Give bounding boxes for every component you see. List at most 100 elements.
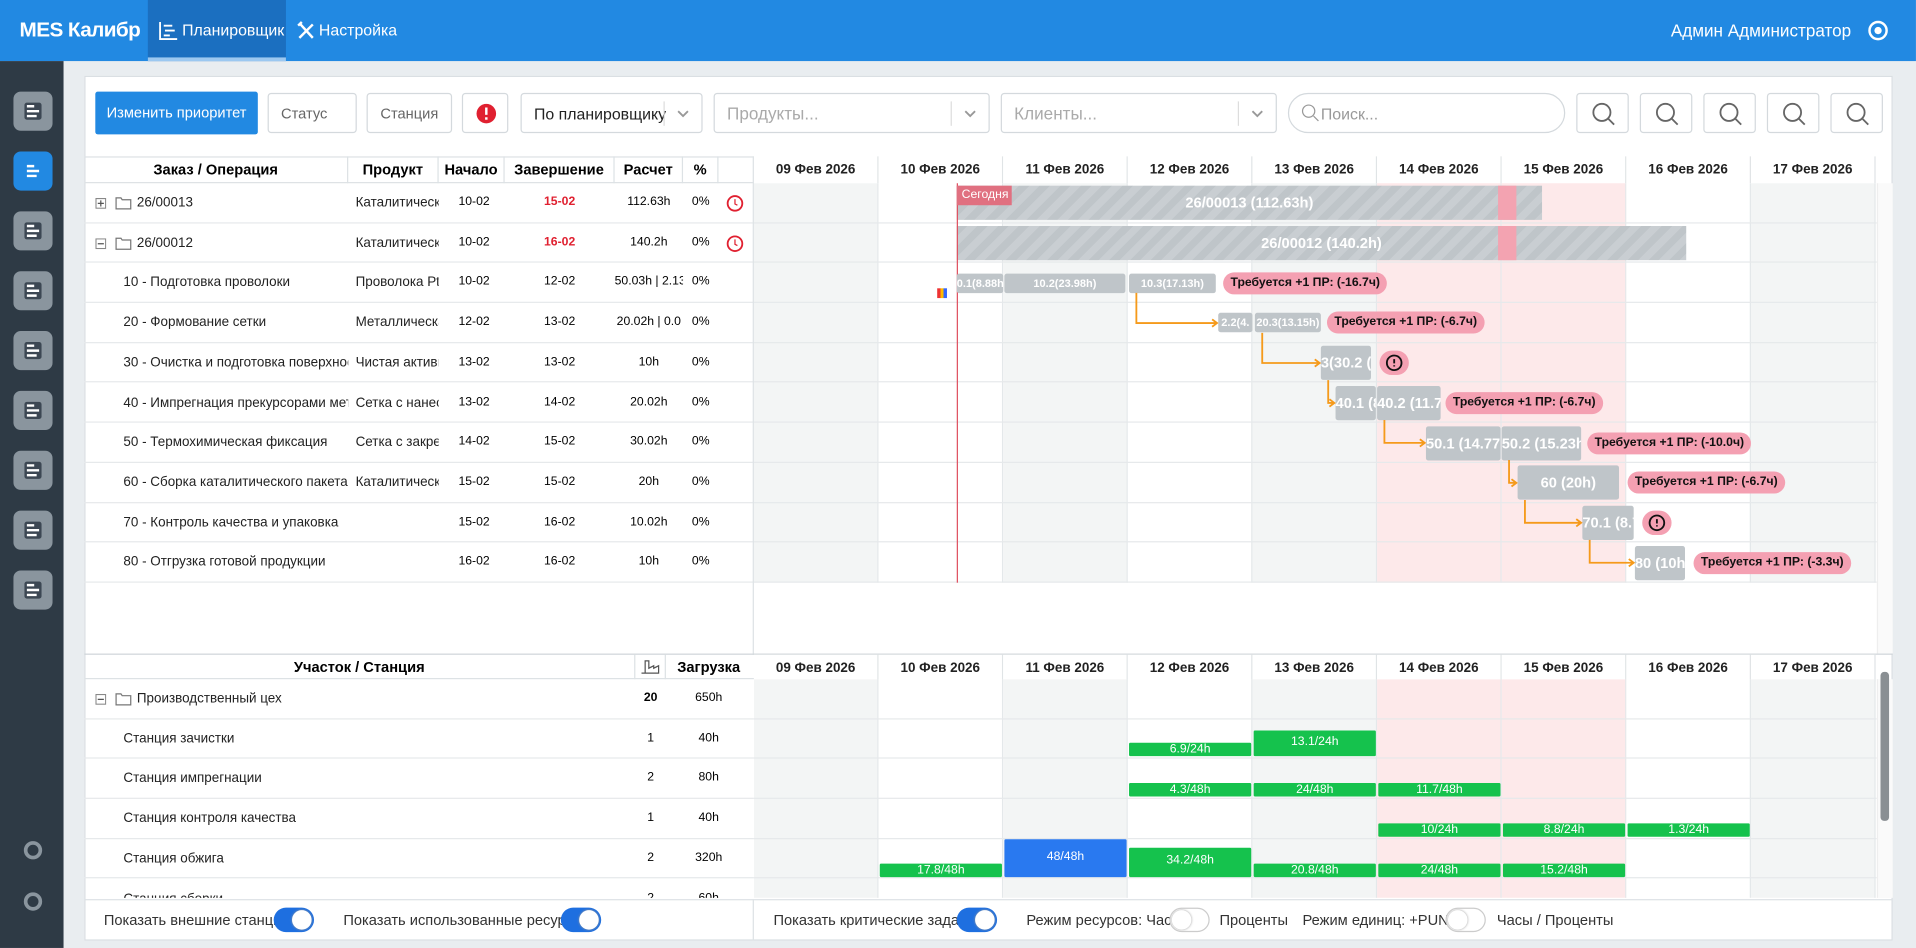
order-bar[interactable]: 26/00013 (112.63h): [956, 185, 1543, 220]
sidebar: [0, 61, 64, 948]
product: Каталитически: [355, 475, 439, 490]
sidebar-button[interactable]: [13, 390, 53, 431]
expand-box[interactable]: [95, 237, 107, 249]
button[interactable]: По планировщику: [520, 92, 703, 134]
toggle-label: Показать использованные ресурсы: [343, 911, 584, 929]
toggle[interactable]: [1169, 907, 1210, 933]
percent: 0%: [691, 475, 710, 489]
dropdown-arrow: [663, 101, 700, 126]
sidebar-icon[interactable]: [21, 889, 45, 913]
toggle[interactable]: [1445, 907, 1486, 933]
load-bar[interactable]: 24/48h: [1253, 783, 1376, 797]
load-bar[interactable]: 10/24h: [1378, 823, 1501, 837]
toggle-label: Режим единиц: +PUN.s: [1302, 911, 1461, 929]
icon-button[interactable]: [1639, 92, 1693, 134]
toggle-label: Проценты: [1219, 911, 1289, 929]
percent: 0%: [691, 315, 710, 329]
button[interactable]: Изменить приоритет: [95, 91, 258, 135]
station-count: 1: [647, 731, 655, 745]
sidebar-icon: [24, 102, 42, 120]
expand-box[interactable]: [95, 693, 107, 705]
end: 15-02: [543, 435, 576, 449]
button[interactable]: [461, 92, 509, 134]
tab[interactable]: Настройка: [318, 20, 398, 40]
sidebar-button[interactable]: [13, 211, 53, 251]
day-column: [878, 679, 1004, 898]
sidebar-button[interactable]: [13, 450, 53, 490]
button[interactable]: Клиенты...: [1000, 92, 1277, 134]
load-bar[interactable]: 15.2/48h: [1502, 863, 1626, 877]
button[interactable]: Поиск...: [1287, 92, 1566, 134]
expand-box[interactable]: [95, 197, 107, 209]
load-bar[interactable]: 6.9/24h: [1129, 743, 1252, 757]
icon-button[interactable]: [1830, 92, 1883, 134]
column-header: Продукт: [348, 156, 439, 184]
column-header: Начало: [439, 156, 505, 184]
sidebar-button[interactable]: [13, 331, 53, 371]
icon-button[interactable]: [1576, 92, 1629, 134]
dropdown-arrow: [950, 101, 988, 126]
load-bar[interactable]: 48/48h: [1004, 838, 1127, 877]
start: 13-02: [458, 355, 490, 369]
end: 16-02: [543, 554, 576, 569]
icon-button[interactable]: [1703, 92, 1756, 134]
sidebar-button[interactable]: [13, 91, 53, 131]
order-bar[interactable]: 26/00012 (140.2h): [956, 225, 1687, 260]
sidebar-icon[interactable]: [21, 838, 45, 862]
station-load: 80h: [698, 771, 719, 785]
operation-bar[interactable]: 40.1 (8: [1335, 385, 1376, 421]
table-row: [84, 503, 754, 543]
operation-bar[interactable]: 80 (10h): [1634, 545, 1686, 580]
gantt-row: [753, 719, 1877, 760]
tab-icon-shape: [297, 21, 314, 39]
sidebar-icon: [24, 282, 42, 300]
warning: Требуется +1 ПР: (-3.3ч): [1693, 551, 1851, 574]
load-bar[interactable]: 17.8/48h: [879, 863, 1002, 877]
sidebar-icon: [24, 342, 42, 360]
operation-bar[interactable]: 60 (20h): [1517, 465, 1620, 500]
load-bar[interactable]: 24/48h: [1378, 863, 1501, 877]
sidebar-button[interactable]: [13, 151, 53, 191]
operation-bar[interactable]: 50.2 (15.23h): [1501, 425, 1582, 460]
load-bar[interactable]: 8.8/24h: [1502, 823, 1626, 837]
operation-bar[interactable]: 10.3(17.13h): [1129, 273, 1216, 293]
sidebar-button[interactable]: [13, 510, 53, 550]
button[interactable]: Статус: [267, 92, 357, 134]
toggle[interactable]: [273, 907, 315, 933]
button[interactable]: Станция: [366, 92, 453, 134]
load-bar[interactable]: 20.8/48h: [1253, 863, 1376, 877]
toggle-label: Режим ресурсов: Часы: [1026, 911, 1183, 929]
operation-bar[interactable]: 40.2 (11.7: [1377, 385, 1441, 421]
operation-bar[interactable]: 2.2(4.: [1218, 313, 1253, 333]
toggle[interactable]: [560, 907, 602, 933]
percent: 0%: [691, 195, 710, 209]
percent: 0%: [691, 275, 710, 289]
operation-bar[interactable]: 10.2(23.98h): [1004, 273, 1126, 293]
user-name[interactable]: Админ Администратор: [1670, 20, 1852, 41]
load-bar[interactable]: 11.7/48h: [1378, 783, 1501, 797]
folder-icon-shape: [115, 197, 132, 210]
station-load: 40h: [698, 731, 719, 745]
load-bar[interactable]: 1.3/24h: [1627, 823, 1750, 837]
operation-bar[interactable]: 50.1 (14.77h): [1425, 425, 1501, 460]
icon-button[interactable]: [1766, 92, 1820, 134]
sidebar-button[interactable]: [13, 271, 53, 311]
operation-bar[interactable]: 70.1 (8.7: [1582, 505, 1634, 540]
sidebar-button[interactable]: [13, 570, 53, 610]
operation-bar[interactable]: 3(30.2 (: [1320, 345, 1371, 381]
toggle[interactable]: [956, 907, 998, 933]
folder-icon: [115, 194, 132, 211]
icon: [1655, 102, 1679, 126]
end: 15-02: [543, 195, 576, 209]
operation-bar[interactable]: 0.1(8.88h: [956, 273, 1004, 293]
tab[interactable]: Планировщик: [182, 20, 285, 40]
load-bar[interactable]: 13.1/24h: [1253, 730, 1376, 757]
load-bar[interactable]: 4.3/48h: [1129, 783, 1252, 797]
load-bar[interactable]: 34.2/48h: [1129, 847, 1252, 877]
percent: 0%: [691, 435, 710, 449]
button[interactable]: Продукты...: [713, 92, 990, 134]
operation-bar[interactable]: 20.3(13.15h): [1254, 313, 1321, 333]
gantt-row: [753, 223, 1877, 264]
footer-divider: [752, 899, 754, 941]
